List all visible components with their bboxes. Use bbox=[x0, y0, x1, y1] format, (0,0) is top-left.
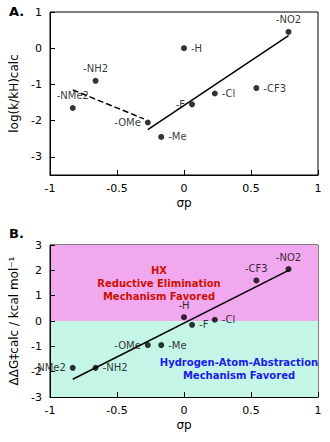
svg-text:-0.5: -0.5 bbox=[106, 182, 127, 195]
svg-text:1: 1 bbox=[315, 182, 322, 195]
svg-text:0: 0 bbox=[181, 404, 188, 417]
svg-text:Hydrogen-Atom-Abstraction: Hydrogen-Atom-Abstraction bbox=[160, 357, 318, 368]
svg-text:Mechanism Favored: Mechanism Favored bbox=[103, 291, 215, 302]
svg-text:-1: -1 bbox=[31, 78, 42, 91]
svg-text:-NO2: -NO2 bbox=[276, 14, 301, 25]
svg-text:log(k/kH)calc: log(k/kH)calc bbox=[7, 54, 21, 133]
svg-text:0: 0 bbox=[35, 315, 42, 328]
svg-text:1: 1 bbox=[315, 404, 322, 417]
svg-text:-F: -F bbox=[199, 319, 209, 330]
svg-text:0.5: 0.5 bbox=[242, 404, 260, 417]
svg-text:HX: HX bbox=[151, 265, 167, 276]
svg-text:ΔΔG‡calc / kcal mol⁻¹: ΔΔG‡calc / kcal mol⁻¹ bbox=[7, 256, 21, 385]
svg-text:2: 2 bbox=[35, 264, 42, 277]
svg-text:-NO2: -NO2 bbox=[276, 252, 301, 263]
svg-text:1: 1 bbox=[35, 289, 42, 302]
svg-text:-CF3: -CF3 bbox=[263, 83, 286, 94]
svg-text:-NMe2: -NMe2 bbox=[57, 90, 89, 101]
svg-text:-1: -1 bbox=[45, 404, 56, 417]
svg-text:-NH2: -NH2 bbox=[83, 63, 108, 74]
svg-text:-Me: -Me bbox=[168, 131, 186, 142]
svg-text:3: 3 bbox=[35, 239, 42, 252]
svg-text:-OMe: -OMe bbox=[114, 117, 141, 128]
svg-text:-0.5: -0.5 bbox=[106, 404, 127, 417]
svg-text:Mechanism Favored: Mechanism Favored bbox=[183, 370, 295, 381]
svg-text:-2: -2 bbox=[31, 114, 42, 127]
svg-text:-NH2: -NH2 bbox=[103, 362, 128, 373]
svg-text:-1: -1 bbox=[31, 340, 42, 353]
svg-text:-H: -H bbox=[178, 300, 189, 311]
svg-text:-1: -1 bbox=[45, 182, 56, 195]
svg-text:0.5: 0.5 bbox=[242, 182, 260, 195]
svg-text:B.: B. bbox=[9, 226, 24, 241]
svg-text:-Me: -Me bbox=[168, 340, 186, 351]
svg-text:-3: -3 bbox=[31, 150, 42, 163]
svg-text:-NMe2: -NMe2 bbox=[34, 362, 66, 373]
svg-text:σp: σp bbox=[176, 418, 191, 432]
svg-text:0: 0 bbox=[35, 42, 42, 55]
svg-text:-CF3: -CF3 bbox=[245, 263, 268, 274]
svg-text:-Cl: -Cl bbox=[222, 88, 235, 99]
svg-text:-H: -H bbox=[191, 43, 202, 54]
svg-text:0: 0 bbox=[181, 182, 188, 195]
svg-text:-F: -F bbox=[176, 99, 186, 110]
svg-text:1: 1 bbox=[35, 6, 42, 19]
svg-text:-Cl: -Cl bbox=[222, 314, 235, 325]
svg-text:A.: A. bbox=[9, 4, 24, 19]
svg-text:-OMe: -OMe bbox=[114, 340, 141, 351]
svg-text:σp: σp bbox=[176, 196, 191, 210]
svg-text:-3: -3 bbox=[31, 391, 42, 404]
svg-text:Reductive Elimination: Reductive Elimination bbox=[97, 278, 220, 289]
